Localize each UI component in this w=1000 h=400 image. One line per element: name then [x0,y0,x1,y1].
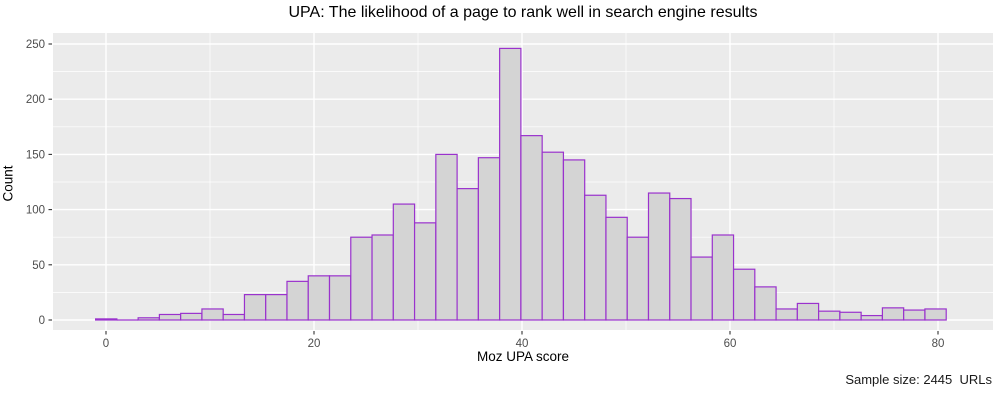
histogram-bar [562,159,586,321]
x-tick-label: 0 [103,338,109,350]
histogram-bar [647,192,671,321]
y-tick-label: 100 [26,205,45,217]
histogram-bar [796,302,820,321]
histogram-bar [371,234,394,321]
histogram-bar [413,222,437,321]
histogram-bar [881,307,905,321]
histogram-bar [924,308,947,321]
histogram-bar [137,317,160,321]
histogram-bar [605,216,628,321]
histogram-bar [903,309,926,321]
histogram-bar [754,286,777,321]
histogram-bar [541,151,565,321]
histogram-bar [732,268,756,321]
x-tick-label: 60 [724,338,737,350]
histogram-bar [860,314,884,321]
histogram-bar [690,256,713,321]
sample-size-note: Sample size: 2445 URLs [845,372,992,387]
histogram-bar [520,135,543,321]
y-tick-label: 150 [26,149,45,161]
y-tick-label: 50 [32,260,45,272]
histogram-bar [456,188,479,321]
y-tick-label: 200 [26,94,45,106]
histogram-bar [222,313,246,321]
histogram-bar [711,234,735,321]
histogram-bar [669,197,692,321]
histogram-bar [265,294,288,321]
x-tick-label: 40 [516,338,529,350]
histogram-bar [286,280,309,321]
histogram-bar [818,310,841,321]
histogram-bar [584,194,607,321]
histogram-bar [158,313,182,321]
y-tick-label: 0 [39,315,45,327]
histogram-bar [201,308,224,321]
histogram-bar [775,308,798,321]
x-axis-title: Moz UPA score [476,349,570,364]
histogram-bar [477,157,501,321]
x-tick-label: 80 [932,338,945,350]
histogram-bar [839,311,862,321]
histogram-bar [435,153,458,321]
histogram-bar [626,236,650,321]
x-tick-label: 20 [308,338,321,350]
histogram-bar [499,47,522,321]
y-tick-label: 250 [26,39,45,51]
histogram-bar [350,236,373,321]
histogram-bar [180,312,203,321]
y-axis-title: Count [0,165,16,202]
chart-title: UPA: The likelihood of a page to rank we… [288,4,758,21]
histogram-bar [94,318,118,321]
histogram-bar [243,294,267,321]
histogram-bar [307,275,331,321]
histogram-bar [392,203,416,321]
histogram-bar [328,275,352,321]
